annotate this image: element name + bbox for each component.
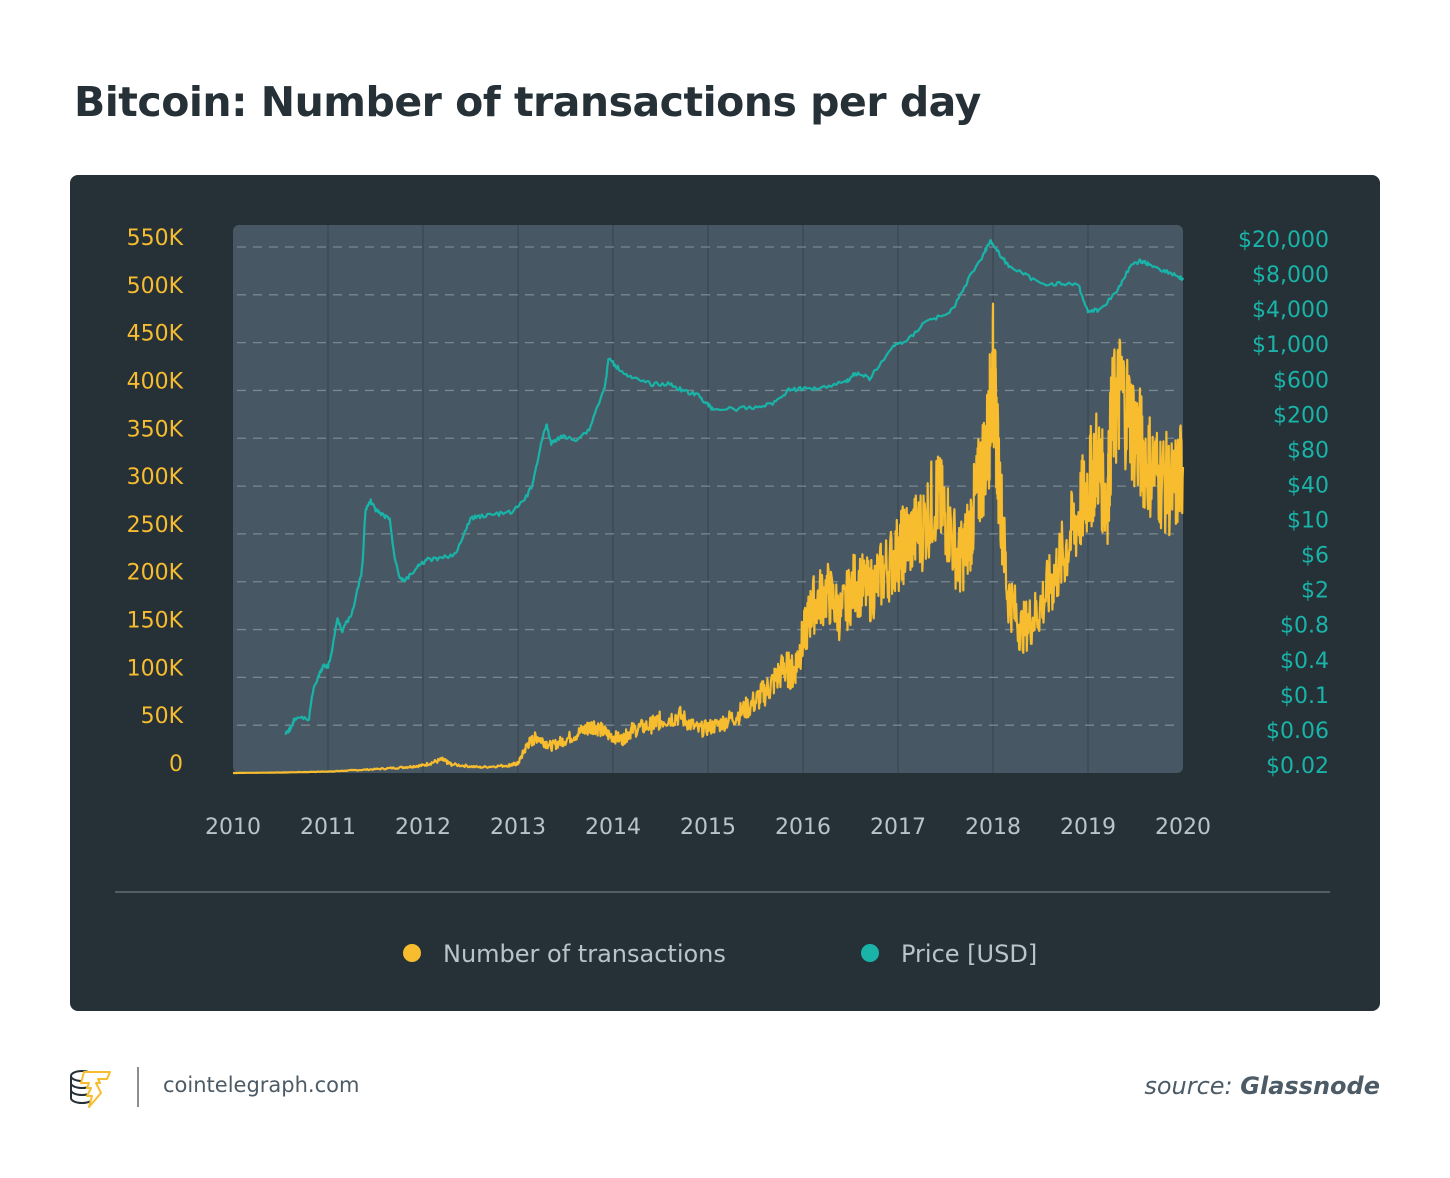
right-axis-ticks: $20,000 $8,000 $4,000 $1,000 $600 $200 $80 $40 $… (1238, 228, 1329, 779)
legend-label-price: Price [USD] (901, 940, 1037, 968)
transactions-line (233, 302, 1185, 775)
right-axis-tick-label: $8,000 (1252, 263, 1329, 288)
right-axis-tick-label: $10 (1287, 509, 1329, 534)
left-axis-tick-label: 150K (127, 609, 184, 634)
left-axis-ticks: 550K 500K 450K 400K 350K 300K 250K 200K 150K 100K… (127, 226, 184, 777)
source-credit: source: Glassnode (1144, 1072, 1380, 1100)
legend-marker-transactions (403, 944, 421, 962)
left-axis-tick-label: 300K (127, 465, 184, 490)
left-axis-tick-label: 100K (127, 656, 184, 681)
right-axis-tick-label: $80 (1287, 438, 1329, 463)
left-axis-tick-label: 450K (127, 322, 184, 347)
right-axis-tick-label: $1,000 (1252, 333, 1329, 358)
vertical-gridlines (327, 225, 1089, 773)
footer-site-link[interactable]: cointelegraph.com (163, 1073, 360, 1097)
right-axis-tick-label: $600 (1273, 368, 1329, 393)
left-axis-tick-label: 250K (127, 513, 184, 538)
left-axis-tick-label: 350K (127, 417, 184, 442)
left-axis-tick-label: 500K (127, 274, 184, 299)
cointelegraph-logo-icon (70, 1070, 111, 1108)
series-lines (233, 239, 1185, 775)
page-title: Bitcoin: Number of transactions per day (74, 78, 981, 126)
right-axis-tick-label: $0.4 (1280, 649, 1329, 674)
x-axis-tick-label: 2012 (395, 815, 451, 840)
right-axis-tick-label: $2 (1301, 579, 1329, 604)
right-axis-tick-label: $4,000 (1252, 298, 1329, 323)
x-axis-tick-label: 2020 (1155, 815, 1211, 840)
right-axis-tick-label: $0.02 (1266, 754, 1329, 779)
x-axis-tick-label: 2015 (680, 815, 736, 840)
left-axis-tick-label: 0 (169, 752, 183, 777)
left-axis-tick-label: 400K (127, 369, 184, 394)
x-axis-tick-label: 2019 (1060, 815, 1116, 840)
right-axis-tick-label: $40 (1287, 473, 1329, 498)
x-axis-tick-label: 2010 (205, 815, 261, 840)
right-axis-tick-label: $0.1 (1280, 684, 1329, 709)
x-axis-tick-label: 2018 (965, 815, 1021, 840)
x-axis-tick-label: 2017 (870, 815, 926, 840)
x-axis-tick-label: 2011 (300, 815, 356, 840)
x-axis-ticks: 2010 2011 2012 2013 2014 2015 2016 2017 2018 2019… (205, 815, 1211, 840)
left-axis-tick-label: 200K (127, 561, 184, 586)
x-axis-tick-label: 2014 (585, 815, 641, 840)
right-axis-tick-label: $0.06 (1266, 719, 1329, 744)
left-axis-tick-label: 50K (141, 704, 184, 729)
left-axis-tick-label: 550K (127, 226, 184, 251)
right-axis-tick-label: $6 (1301, 544, 1329, 569)
legend: Number of transactions Price [USD] (403, 940, 1037, 968)
price-line (284, 239, 1185, 736)
right-axis-tick-label: $20,000 (1238, 228, 1329, 253)
source-prefix: source: (1144, 1072, 1233, 1100)
footer-divider (137, 1067, 139, 1107)
right-axis-tick-label: $200 (1273, 403, 1329, 428)
x-axis-tick-label: 2013 (490, 815, 546, 840)
right-axis-tick-label: $0.8 (1280, 614, 1329, 639)
source-name: Glassnode (1240, 1072, 1380, 1100)
x-axis-tick-label: 2016 (775, 815, 831, 840)
legend-marker-price (861, 944, 879, 962)
legend-label-transactions: Number of transactions (443, 940, 726, 968)
